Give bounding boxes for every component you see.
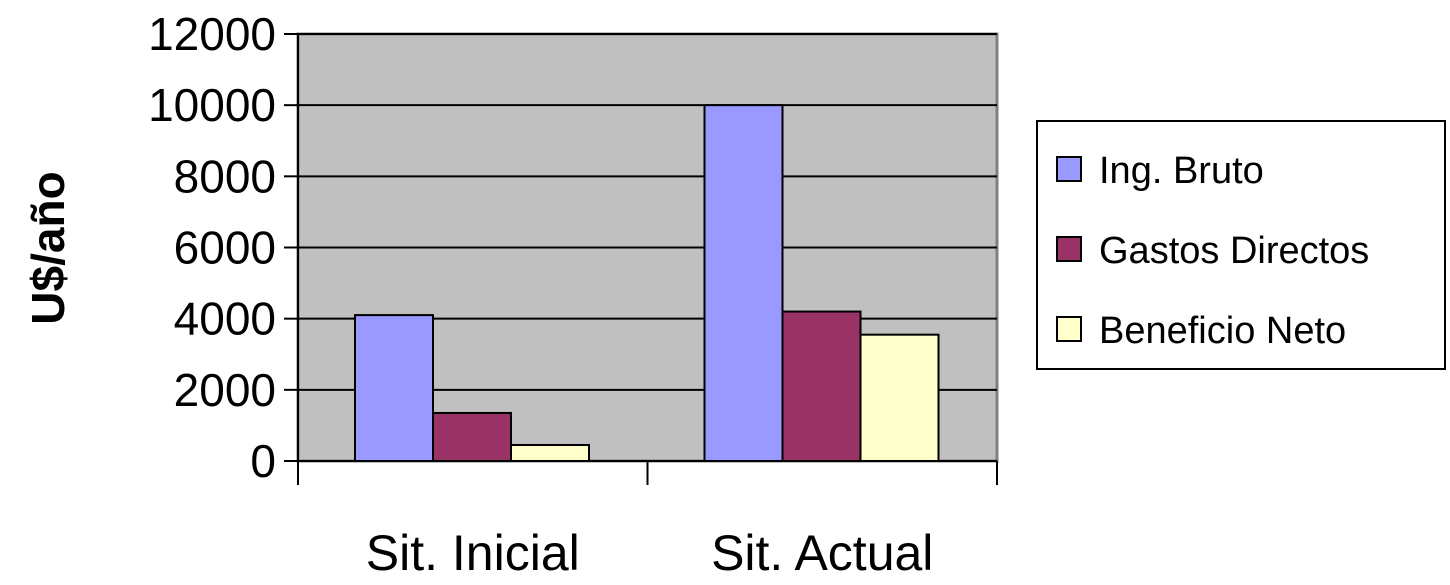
y-tick-label: 0 [250, 435, 276, 487]
y-tick-label: 2000 [174, 364, 276, 416]
legend-swatch [1056, 316, 1082, 342]
x-category-label: Sit. Actual [711, 525, 933, 580]
bar-ing-bruto-0 [354, 314, 434, 462]
x-category-label: Sit. Inicial [366, 525, 580, 580]
bar-beneficio-neto-0 [510, 443, 590, 462]
legend: Ing. Bruto Gastos Directos Beneficio Neto [1036, 120, 1446, 370]
bar-beneficio-neto-1 [859, 333, 940, 462]
y-tick-labels: 0 2000 4000 6000 8000 10000 12000 [148, 8, 276, 487]
legend-label: Beneficio Neto [1099, 310, 1346, 352]
legend-swatch [1056, 236, 1082, 262]
y-tick-label: 8000 [174, 150, 276, 202]
axes [284, 33, 998, 485]
y-tick-label: 6000 [174, 222, 276, 274]
y-tick-label: 10000 [148, 79, 276, 131]
bar-ing-bruto-1 [703, 104, 784, 463]
y-tick-label: 12000 [148, 8, 276, 60]
legend-label: Ing. Bruto [1099, 150, 1264, 192]
bars [354, 104, 940, 463]
y-tick-label: 4000 [174, 293, 276, 345]
x-tick-labels: Sit. Inicial Sit. Actual [366, 525, 934, 581]
bar-gastos-directos-0 [432, 411, 512, 462]
bar-gastos-directos-1 [781, 310, 862, 462]
legend-box [1036, 120, 1446, 370]
legend-swatch [1056, 156, 1082, 182]
y-axis-label: U$/año [22, 171, 74, 324]
legend-label: Gastos Directos [1099, 230, 1369, 272]
